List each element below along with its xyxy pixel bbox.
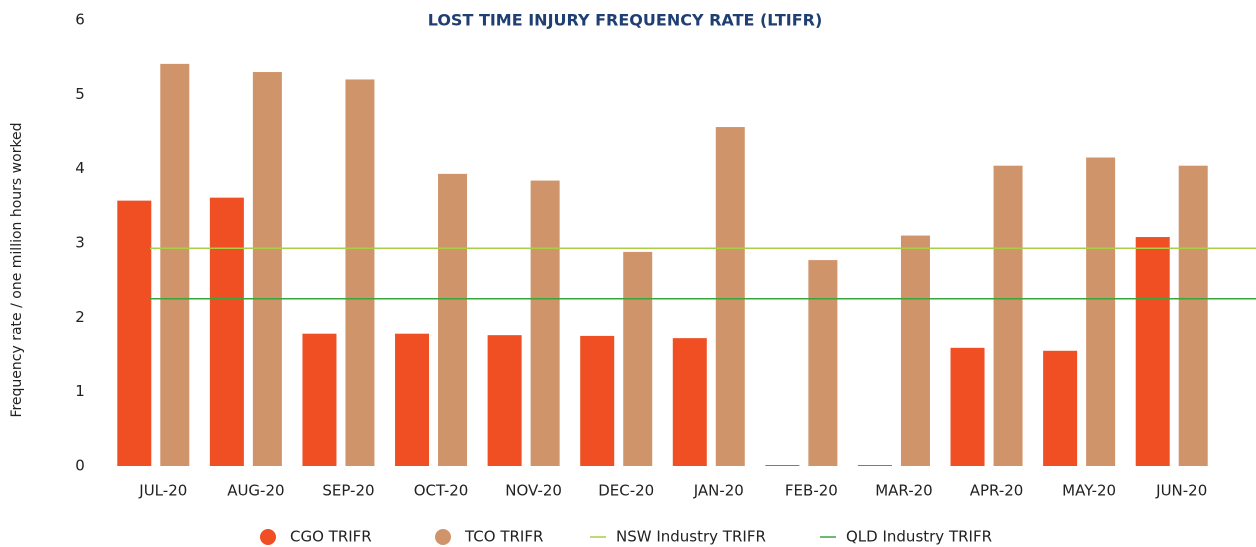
bar	[1086, 157, 1116, 466]
bar	[623, 251, 653, 466]
bar	[345, 79, 375, 466]
bar	[765, 465, 800, 466]
y-tick-label: 4	[75, 159, 85, 177]
bar	[1178, 165, 1208, 466]
x-tick-label: SEP-20	[322, 482, 374, 500]
bar	[530, 180, 560, 466]
bar	[900, 235, 930, 466]
y-tick-label: 6	[75, 11, 85, 29]
bar	[209, 197, 244, 466]
bar	[1043, 350, 1078, 466]
bar	[580, 335, 615, 466]
bar	[1135, 237, 1170, 466]
x-tick-label: APR-20	[970, 482, 1024, 500]
x-tick-label: MAR-20	[875, 482, 933, 500]
x-tick-label: NOV-20	[505, 482, 562, 500]
x-tick-label: OCT-20	[414, 482, 469, 500]
bar	[302, 333, 337, 466]
legend-label: TCO TRIFR	[464, 528, 543, 546]
x-tick-label: JUL-20	[138, 482, 187, 500]
bar	[252, 72, 282, 467]
bar	[117, 200, 152, 466]
bar	[672, 338, 707, 466]
legend-label: NSW Industry TRIFR	[616, 528, 766, 546]
x-tick-label: AUG-20	[227, 482, 284, 500]
y-tick-label: 3	[75, 234, 85, 252]
y-tick-label: 2	[75, 308, 85, 326]
x-tick-label: JAN-20	[693, 482, 744, 500]
chart-title: LOST TIME INJURY FREQUENCY RATE (LTIFR)	[428, 11, 823, 30]
bar	[438, 173, 468, 466]
x-tick-label: DEC-20	[598, 482, 654, 500]
bar	[395, 333, 430, 466]
bar	[993, 165, 1023, 466]
x-tick-label: JUN-20	[1155, 482, 1207, 500]
x-tick-label: MAY-20	[1062, 482, 1116, 500]
legend-label: CGO TRIFR	[290, 528, 372, 546]
bar	[160, 63, 190, 467]
bar	[715, 127, 745, 466]
y-tick-label: 5	[75, 85, 85, 103]
x-tick-label: FEB-20	[785, 482, 838, 500]
y-tick-label: 1	[75, 382, 85, 400]
y-axis-label: Frequency rate / one million hours worke…	[9, 122, 25, 417]
legend-label: QLD Industry TRIFR	[846, 528, 992, 546]
bar	[487, 335, 522, 466]
y-tick-label: 0	[75, 457, 85, 475]
bar	[808, 260, 838, 466]
bar	[950, 347, 985, 466]
legend-swatch	[435, 529, 451, 545]
legend-swatch	[260, 529, 276, 545]
bar	[857, 465, 892, 466]
